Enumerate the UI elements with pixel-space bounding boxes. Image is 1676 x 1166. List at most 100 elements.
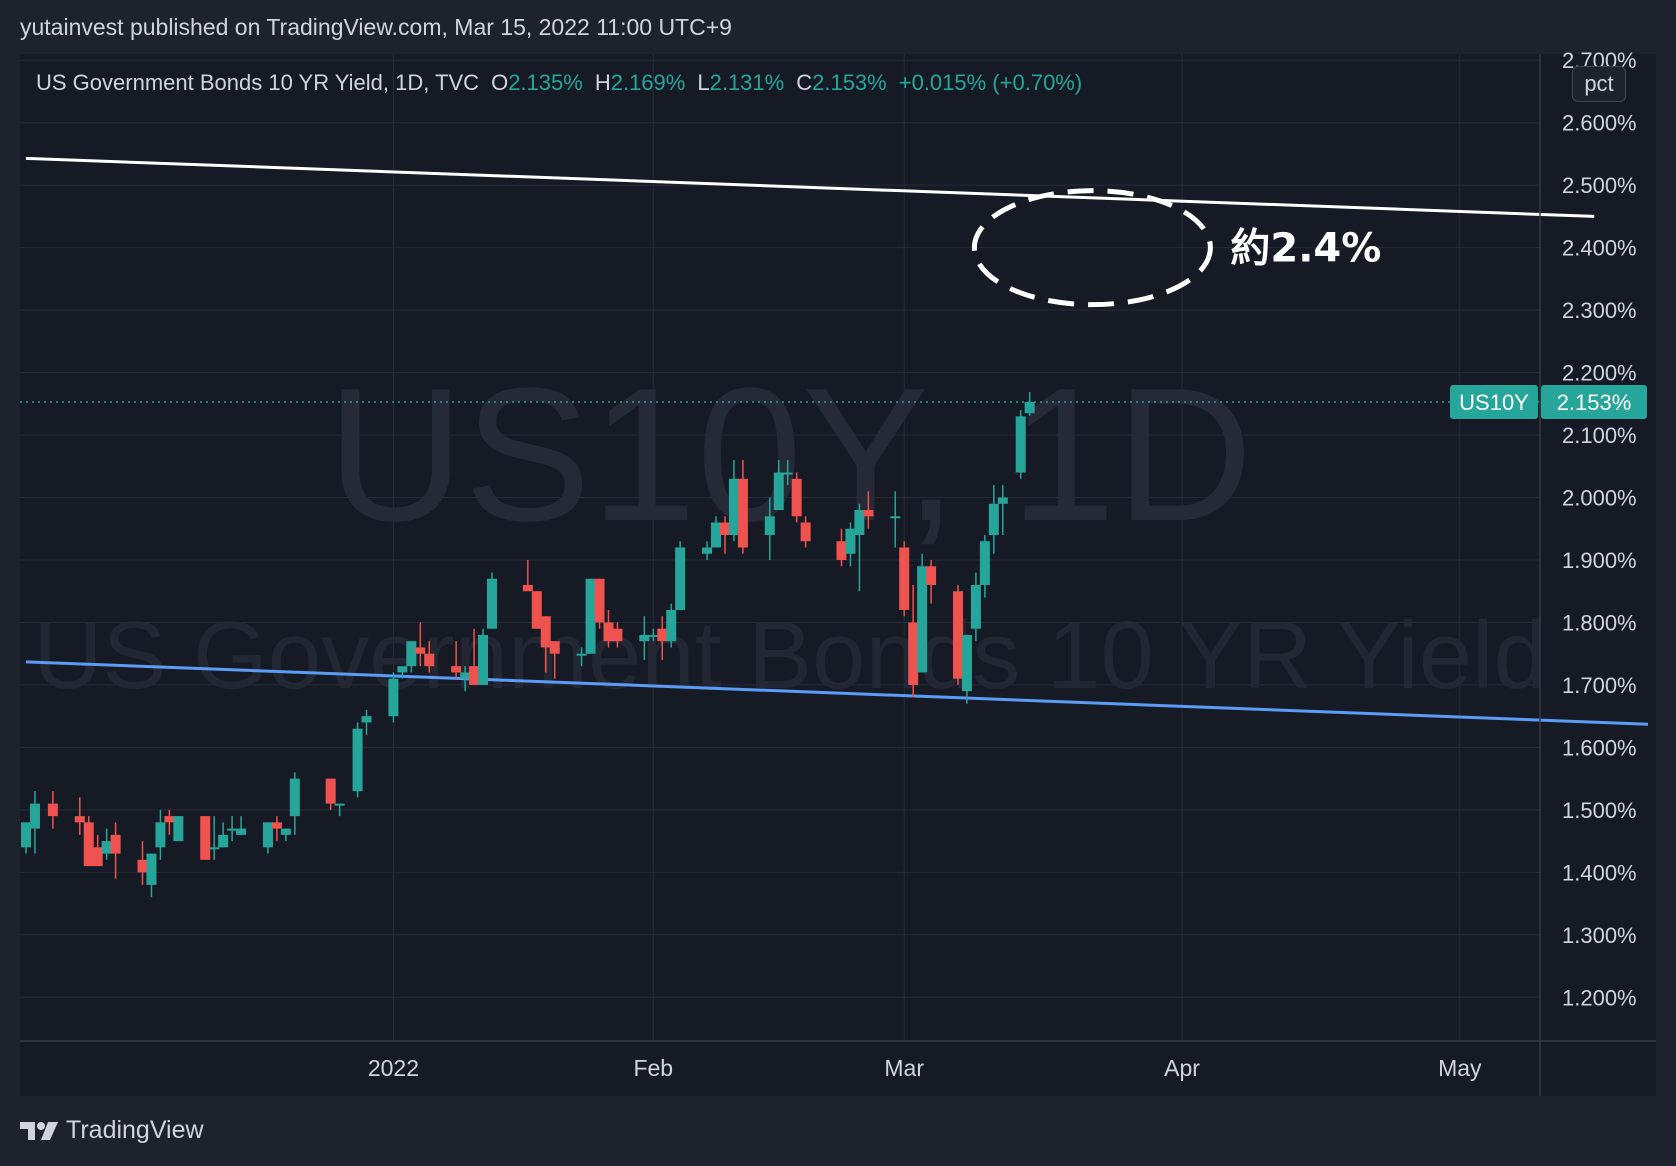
- candle: [594, 578, 605, 629]
- candle-body: [1015, 416, 1026, 473]
- candle-body: [612, 628, 623, 642]
- x-tick-label: Mar: [884, 1055, 924, 1081]
- y-tick-label: 1.200%: [1562, 985, 1637, 1010]
- price-scale[interactable]: 1.200% 1.300% 1.400% 1.500% 1.600% 1.700% 1.80…: [1562, 48, 1637, 1010]
- candle-body: [854, 510, 865, 536]
- candle-body: [648, 634, 659, 637]
- annotation[interactable]: 約2.4%: [971, 188, 1381, 308]
- trendlines[interactable]: [25, 156, 1649, 726]
- candle-body: [469, 666, 480, 685]
- candle-body: [486, 578, 497, 629]
- candle-body: [531, 591, 542, 629]
- candle-body: [334, 803, 345, 806]
- symbol-badge: [1450, 384, 1538, 419]
- candle-body: [110, 834, 121, 854]
- watermark-name: US Government Bonds 10 YR Yield: [33, 602, 1547, 709]
- candle-body: [92, 847, 103, 867]
- candle: [200, 816, 211, 860]
- candle: [782, 460, 793, 486]
- candle-body: [728, 478, 739, 536]
- upper-trendline[interactable]: [25, 156, 1595, 218]
- open-label: O: [491, 70, 509, 95]
- high-label: H: [594, 70, 611, 95]
- close-label: C: [796, 70, 813, 95]
- candle: [997, 485, 1008, 536]
- candle: [236, 816, 247, 835]
- candle-body: [908, 622, 919, 685]
- candle: [424, 641, 435, 673]
- candle-body: [21, 822, 31, 848]
- candle: [845, 522, 856, 567]
- candle: [836, 528, 847, 567]
- low-label: L: [697, 70, 710, 95]
- y-tick-label: 2.600%: [1562, 111, 1637, 136]
- candle: [92, 834, 103, 867]
- candle-body: [890, 516, 901, 519]
- candle-body: [29, 803, 40, 829]
- candle: [173, 816, 184, 842]
- candle: [469, 628, 480, 685]
- candle-body: [737, 478, 748, 548]
- candle: [764, 497, 775, 560]
- candle: [970, 572, 981, 642]
- candle-body: [1024, 401, 1035, 414]
- y-tick-label: 2.300%: [1562, 298, 1637, 323]
- candle: [460, 666, 471, 692]
- annotation-ellipse[interactable]: [971, 188, 1213, 308]
- candle: [675, 541, 686, 610]
- y-tick-label: 1.400%: [1562, 860, 1637, 885]
- candle: [451, 641, 462, 679]
- candle: [988, 485, 999, 554]
- watermark-symbol: US10Y, 1D: [327, 349, 1253, 561]
- candle-body: [657, 628, 668, 642]
- candle-body: [997, 497, 1008, 504]
- candle: [83, 816, 94, 867]
- candle-body: [262, 822, 273, 848]
- price-badge-label: 2.153%: [1557, 390, 1632, 415]
- candle: [478, 628, 489, 685]
- candle-body: [800, 522, 811, 542]
- candle: [289, 772, 300, 835]
- publish-line: yutainvest published on TradingView.com,…: [20, 14, 732, 40]
- candles: [21, 391, 1035, 898]
- y-tick-label: 1.600%: [1562, 735, 1637, 760]
- candle-body: [173, 816, 184, 842]
- change-value: +0.015% (+0.70%): [898, 70, 1083, 95]
- annotation-label[interactable]: 約2.4%: [1230, 226, 1381, 272]
- candle-body: [406, 641, 417, 667]
- candle-body: [782, 472, 793, 475]
- y-tick-label: 2.400%: [1562, 236, 1637, 261]
- percent-scale-button[interactable]: pct: [1572, 66, 1626, 102]
- candle-body: [397, 666, 408, 673]
- candle-body: [137, 859, 148, 873]
- candle: [325, 778, 336, 810]
- symbol-title[interactable]: US Government Bonds 10 YR Yield, 1D, TVC: [36, 70, 480, 95]
- candle: [800, 516, 811, 548]
- y-tick-label: 2.200%: [1562, 361, 1637, 386]
- candle-body: [218, 834, 229, 848]
- time-scale[interactable]: 2022 Feb Mar Apr May: [368, 1055, 1482, 1081]
- lower-trendline[interactable]: [25, 660, 1649, 726]
- footer-brand[interactable]: TradingView: [20, 1116, 204, 1145]
- candle: [155, 809, 166, 860]
- candle-body: [361, 716, 372, 723]
- candle-body: [576, 653, 587, 656]
- candle-body: [236, 828, 247, 835]
- candle-body: [979, 541, 990, 585]
- candle-body: [585, 578, 596, 654]
- y-tick-label: 1.300%: [1562, 923, 1637, 948]
- x-tick-label: 2022: [368, 1055, 419, 1081]
- candle: [728, 460, 739, 542]
- y-tick-label: 1.800%: [1562, 610, 1637, 635]
- candle: [926, 559, 937, 604]
- candle: [854, 503, 865, 592]
- candle-body: [101, 841, 112, 854]
- watermark: US10Y, 1D US Government Bonds 10 YR Yiel…: [33, 349, 1547, 709]
- y-tick-label: 1.700%: [1562, 673, 1637, 698]
- candle-body: [926, 566, 937, 585]
- candle-body: [988, 503, 999, 536]
- low-value: 2.131%: [709, 70, 785, 95]
- candle: [397, 666, 408, 679]
- candle-body: [460, 672, 471, 679]
